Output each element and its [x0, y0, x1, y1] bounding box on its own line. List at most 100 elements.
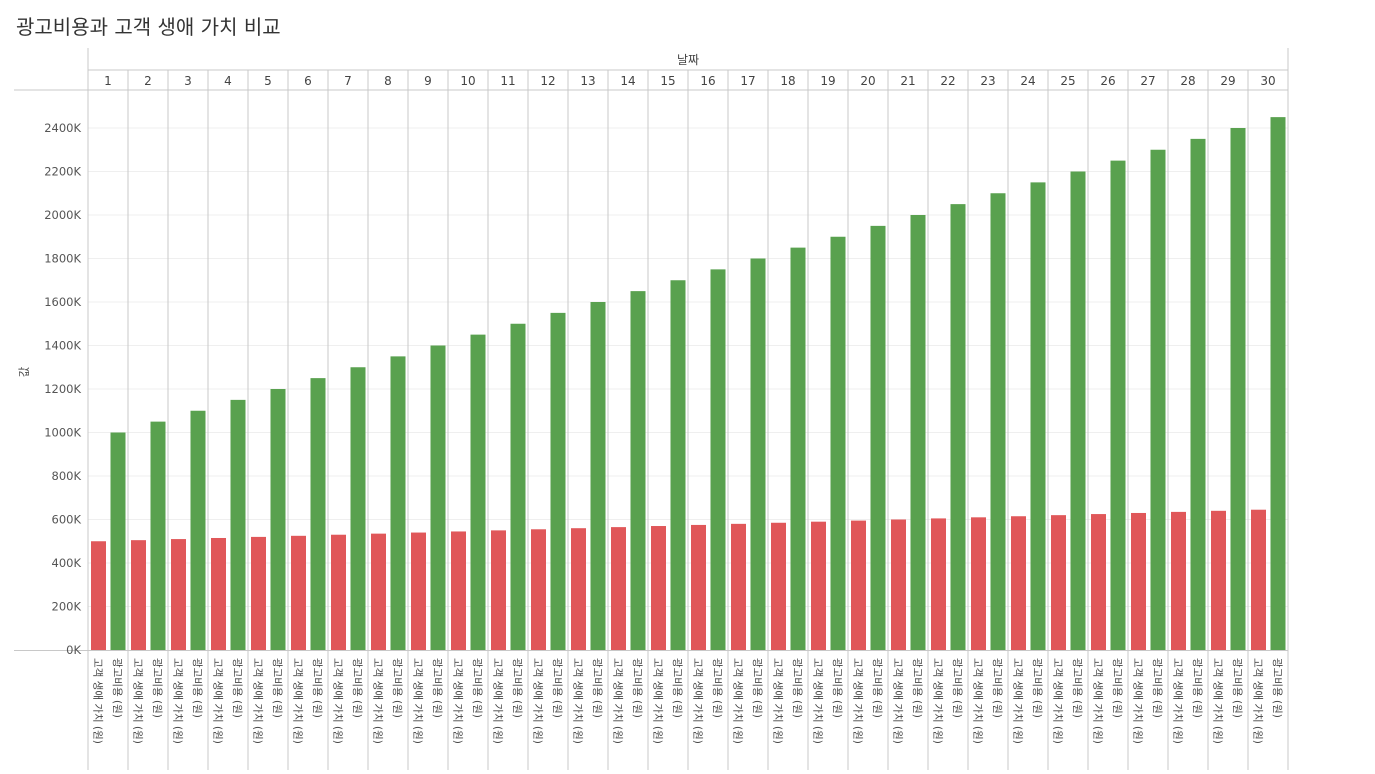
- bar-customer-lifetime-value: [1171, 511, 1186, 650]
- category-label: 26: [1100, 74, 1115, 88]
- bar-customer-lifetime-value: [651, 526, 666, 650]
- bar-ad-cost: [150, 421, 166, 650]
- bar-series-label: 고객 생애 가치 (원): [532, 658, 544, 744]
- bar-customer-lifetime-value: [451, 531, 466, 650]
- bar-ad-cost: [630, 291, 646, 650]
- bar-series-label: 광고비용 (원): [711, 658, 723, 718]
- bar-series-label: 고객 생애 가치 (원): [772, 658, 784, 744]
- bar-series-label: 고객 생애 가치 (원): [1092, 658, 1104, 744]
- bar-ad-cost: [470, 334, 486, 650]
- bar-customer-lifetime-value: [251, 536, 266, 650]
- bar-ad-cost: [1030, 182, 1046, 650]
- bar-ad-cost: [350, 367, 366, 650]
- category-label: 20: [860, 74, 875, 88]
- bar-series-label: 고객 생애 가치 (원): [1252, 658, 1264, 744]
- category-label: 1: [104, 74, 112, 88]
- category-label: 15: [660, 74, 675, 88]
- bar-ad-cost: [190, 410, 206, 650]
- bar-customer-lifetime-value: [91, 541, 106, 650]
- bar-ad-cost: [950, 204, 966, 650]
- bar-customer-lifetime-value: [1131, 512, 1146, 650]
- bar-series-label: 고객 생애 가치 (원): [1212, 658, 1224, 744]
- bar-customer-lifetime-value: [931, 518, 946, 650]
- bar-ad-cost: [750, 258, 766, 650]
- y-tick-label: 400K: [52, 556, 82, 570]
- bar-customer-lifetime-value: [1211, 510, 1226, 650]
- bar-series-label: 고객 생애 가치 (원): [332, 658, 344, 744]
- bar-ad-cost: [790, 247, 806, 650]
- bar-ad-cost: [830, 236, 846, 650]
- y-axis-title: 값: [17, 366, 31, 377]
- y-tick-label: 1800K: [44, 252, 81, 266]
- bar-series-label: 고객 생애 가치 (원): [852, 658, 864, 744]
- bar-ad-cost: [550, 312, 566, 650]
- bar-series-label: 고객 생애 가치 (원): [1052, 658, 1064, 744]
- bar-series-label: 광고비용 (원): [591, 658, 603, 718]
- bar-ad-cost: [1270, 117, 1286, 650]
- category-label: 21: [900, 74, 915, 88]
- bar-customer-lifetime-value: [531, 529, 546, 650]
- bar-customer-lifetime-value: [691, 524, 706, 650]
- category-label: 5: [264, 74, 272, 88]
- bar-ad-cost: [390, 356, 406, 650]
- bar-customer-lifetime-value: [331, 534, 346, 650]
- bar-series-label: 고객 생애 가치 (원): [652, 658, 664, 744]
- bar-series-label: 고객 생애 가치 (원): [132, 658, 144, 744]
- bar-series-label: 광고비용 (원): [951, 658, 963, 718]
- bar-series-label: 광고비용 (원): [191, 658, 203, 718]
- bar-series-label: 광고비용 (원): [831, 658, 843, 718]
- category-label: 18: [780, 74, 795, 88]
- y-tick-label: 1600K: [44, 295, 81, 309]
- bar-ad-cost: [110, 432, 126, 650]
- category-label: 4: [224, 74, 232, 88]
- bar-customer-lifetime-value: [771, 522, 786, 650]
- bar-ad-cost: [1070, 171, 1086, 650]
- y-tick-label: 1200K: [44, 382, 81, 396]
- category-label: 17: [740, 74, 755, 88]
- category-label: 24: [1020, 74, 1035, 88]
- bar-customer-lifetime-value: [811, 521, 826, 650]
- bar-ad-cost: [510, 323, 526, 650]
- category-label: 28: [1180, 74, 1195, 88]
- bar-series-label: 광고비용 (원): [431, 658, 443, 718]
- category-label: 25: [1060, 74, 1075, 88]
- bar-ad-cost: [710, 269, 726, 650]
- bar-customer-lifetime-value: [131, 540, 146, 650]
- bar-customer-lifetime-value: [1011, 516, 1026, 650]
- bar-series-label: 고객 생애 가치 (원): [372, 658, 384, 744]
- bar-ad-cost: [230, 399, 246, 650]
- bar-customer-lifetime-value: [971, 517, 986, 650]
- bar-series-label: 고객 생애 가치 (원): [1132, 658, 1144, 744]
- bar-series-label: 고객 생애 가치 (원): [492, 658, 504, 744]
- bar-customer-lifetime-value: [571, 528, 586, 650]
- bar-series-label: 고객 생애 가치 (원): [932, 658, 944, 744]
- bar-series-label: 광고비용 (원): [1271, 658, 1283, 718]
- bar-series-label: 광고비용 (원): [231, 658, 243, 718]
- bar-series-label: 광고비용 (원): [351, 658, 363, 718]
- bar-series-label: 광고비용 (원): [1151, 658, 1163, 718]
- bar-series-label: 고객 생애 가치 (원): [452, 658, 464, 744]
- bar-series-label: 고객 생애 가치 (원): [732, 658, 744, 744]
- bar-ad-cost: [1150, 149, 1166, 650]
- bar-series-label: 고객 생애 가치 (원): [212, 658, 224, 744]
- column-header-label: 날짜: [677, 53, 699, 67]
- category-label: 30: [1260, 74, 1275, 88]
- bar-series-label: 광고비용 (원): [1071, 658, 1083, 718]
- bar-ad-cost: [430, 345, 446, 650]
- bar-series-label: 고객 생애 가치 (원): [1172, 658, 1184, 744]
- category-label: 22: [940, 74, 955, 88]
- bar-series-label: 광고비용 (원): [791, 658, 803, 718]
- bar-customer-lifetime-value: [491, 530, 506, 650]
- bar-ad-cost: [990, 193, 1006, 650]
- bar-ad-cost: [1230, 128, 1246, 650]
- bar-ad-cost: [310, 378, 326, 650]
- category-label: 19: [820, 74, 835, 88]
- y-tick-label: 600K: [52, 513, 82, 527]
- y-tick-label: 2200K: [44, 165, 81, 179]
- bar-customer-lifetime-value: [851, 520, 866, 650]
- bar-series-label: 광고비용 (원): [511, 658, 523, 718]
- category-label: 23: [980, 74, 995, 88]
- bar-customer-lifetime-value: [1051, 515, 1066, 650]
- bar-ad-cost: [590, 302, 606, 650]
